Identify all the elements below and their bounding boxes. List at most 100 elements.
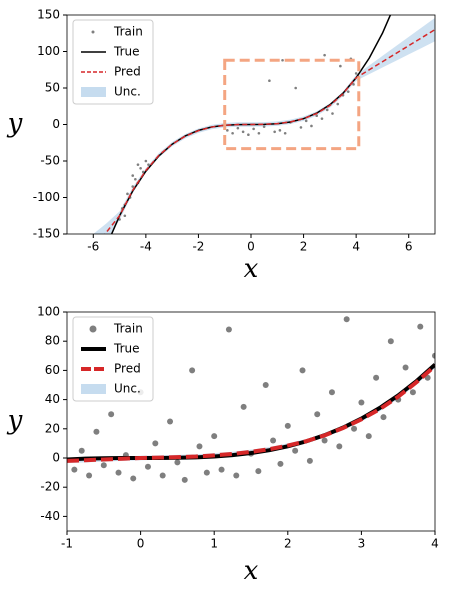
y-tick-label: -50 — [40, 154, 60, 168]
pred-line — [67, 364, 435, 463]
train-point — [310, 124, 313, 128]
train-point — [131, 174, 135, 177]
train-point — [402, 364, 409, 371]
train-point — [141, 170, 145, 174]
x-tick-label: 4 — [352, 240, 360, 254]
legend-marker — [81, 384, 106, 394]
train-point — [365, 433, 372, 440]
train-point — [93, 428, 100, 435]
train-point — [292, 447, 299, 454]
train-point — [136, 163, 140, 166]
legend-label: True — [113, 45, 140, 59]
x-tick-label: 0 — [137, 537, 145, 551]
y-tick-label: 0 — [52, 117, 60, 131]
train-point — [299, 367, 306, 374]
train-point — [159, 472, 166, 479]
train-point — [226, 129, 229, 132]
train-point — [78, 447, 85, 454]
legend-marker — [81, 87, 106, 97]
plot-area — [67, 316, 435, 483]
x-axis-label: x — [244, 556, 259, 586]
y-tick-label: 100 — [37, 44, 60, 58]
train-point — [255, 468, 262, 475]
train-point — [331, 112, 334, 115]
train-point — [320, 117, 324, 120]
train-point — [268, 79, 271, 82]
legend-box — [72, 316, 154, 402]
train-point — [233, 472, 240, 479]
train-point — [196, 443, 203, 450]
plot-area — [93, 15, 435, 234]
train-point — [417, 323, 424, 330]
train-point — [277, 460, 284, 467]
train-point — [323, 53, 326, 57]
y-tick-label: 50 — [45, 81, 60, 95]
legend-label: Pred — [114, 362, 141, 376]
train-point — [240, 403, 247, 410]
train-point — [314, 411, 321, 418]
train-point — [284, 422, 291, 429]
x-tick-label: -1 — [61, 537, 73, 551]
legend-label: True — [113, 342, 140, 356]
y-tick-label: -20 — [40, 480, 60, 494]
y-tick-label: 40 — [45, 392, 60, 406]
train-point — [262, 382, 269, 388]
train-point — [321, 437, 328, 444]
train-point — [283, 131, 287, 135]
train-point — [339, 64, 342, 68]
legend-box — [72, 19, 154, 105]
train-point — [189, 367, 196, 374]
train-point — [432, 352, 435, 359]
train-point — [294, 86, 297, 90]
x-tick-label: 4 — [431, 537, 439, 551]
x-tick-label: -6 — [87, 240, 99, 254]
train-point — [336, 443, 343, 450]
highlight-box — [223, 58, 361, 151]
train-point — [236, 126, 240, 130]
train-point — [126, 192, 129, 196]
train-point — [354, 72, 358, 75]
y-axis-label: y — [7, 109, 23, 139]
y-tick-label: -40 — [40, 509, 60, 523]
y-tick-label: 20 — [45, 421, 60, 435]
train-point — [152, 440, 159, 447]
train-point — [108, 411, 115, 418]
legend-label: Unc. — [114, 382, 141, 396]
train-point — [115, 469, 122, 476]
train-point — [325, 108, 329, 112]
train-point — [270, 437, 277, 444]
legend-label: Pred — [114, 65, 141, 79]
x-tick-label: 6 — [405, 240, 413, 254]
train-point — [358, 399, 365, 406]
train-point — [241, 130, 245, 134]
train-point — [247, 133, 250, 137]
y-tick-label: 80 — [45, 334, 60, 348]
x-tick-label: -2 — [192, 240, 204, 254]
x-axis-label: x — [244, 254, 259, 284]
train-point — [380, 414, 387, 421]
train-point — [131, 185, 135, 188]
train-point — [211, 433, 218, 440]
train-point — [336, 102, 340, 106]
train-point — [71, 466, 78, 473]
train-point — [86, 472, 93, 479]
train-point — [123, 214, 127, 218]
train-point — [144, 159, 148, 163]
train-point — [134, 177, 137, 181]
y-tick-label: 0 — [52, 451, 60, 465]
x-tick-label: 3 — [358, 537, 366, 551]
train-point — [225, 326, 232, 333]
train-point — [306, 457, 313, 464]
train-point — [203, 469, 210, 476]
train-point — [299, 126, 303, 129]
train-point — [144, 463, 151, 470]
train-point — [315, 114, 319, 118]
train-point — [147, 163, 150, 166]
train-point — [281, 58, 284, 62]
x-tick-label: -4 — [140, 240, 152, 254]
train-point — [167, 418, 174, 425]
legend-marker — [89, 325, 97, 333]
y-tick-label: 60 — [45, 363, 60, 377]
legend-label: Unc. — [114, 85, 141, 99]
